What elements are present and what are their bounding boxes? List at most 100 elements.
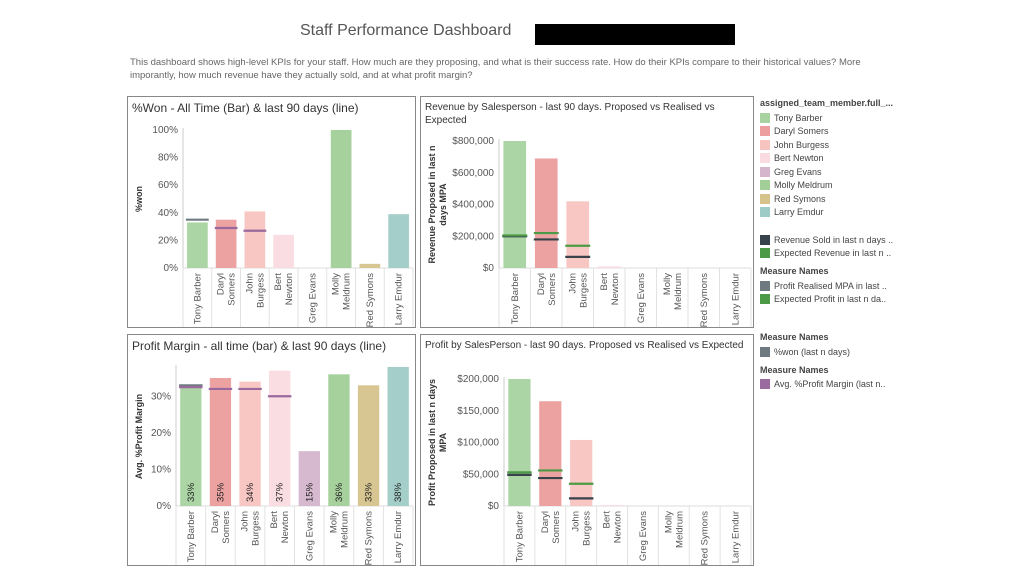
y-tick-label: 20% — [151, 428, 171, 439]
bar-tony-barber[interactable] — [508, 379, 531, 506]
legend-item-expected-profit[interactable]: Expected Profit in last n da.. — [760, 293, 910, 307]
legend-item-member[interactable]: Greg Evans — [760, 165, 910, 179]
legend-item-member[interactable]: Tony Barber — [760, 111, 910, 125]
x-category-label: Larry Emdur — [731, 511, 742, 563]
legend-label: Bert Newton — [774, 153, 824, 164]
bar-larry-emdur[interactable] — [387, 367, 409, 506]
legend-members: Tony Barber Daryl Somers John Burgess Bert … — [760, 111, 910, 219]
legend-item-expected-revenue[interactable]: Expected Revenue in last n .. — [760, 247, 910, 261]
profit-chart[interactable]: Profit Proposed in last n days MPA $0 $50,0… — [421, 335, 753, 565]
legend-measures-3: Avg. %Profit Margin (last n.. — [760, 378, 910, 392]
legend-label: Molly Meldrum — [774, 180, 833, 191]
legend-item-margin-recent[interactable]: Avg. %Profit Margin (last n.. — [760, 378, 910, 392]
legend-item-profit-realised[interactable]: Profit Realised MPA in last .. — [760, 279, 910, 293]
bar-bert-newton[interactable] — [600, 505, 624, 506]
bar-data-label: 33% — [364, 482, 375, 502]
x-category-label: John — [240, 511, 251, 532]
y-tick-label: $400,000 — [452, 200, 494, 211]
x-category-label: John — [244, 273, 255, 294]
x-category-label: Daryl — [540, 511, 551, 533]
x-category-label: Newton — [613, 511, 624, 543]
y-tick-label: $0 — [488, 501, 500, 512]
profit-chart-title: Profit by SalesPerson - last 90 days. Pr… — [425, 340, 744, 351]
legend-item-member[interactable]: Daryl Somers — [760, 125, 910, 139]
x-category-label: Molly — [331, 273, 342, 295]
bar-molly-meldrum[interactable] — [330, 130, 352, 268]
revenue-chart-panel[interactable]: Revenue by Salesperson - last 90 days. P… — [420, 96, 754, 328]
bar-larry-emdur[interactable] — [388, 214, 409, 268]
x-category-label: Larry Emdur — [394, 273, 405, 325]
legend-item-member[interactable]: Larry Emdur — [760, 206, 910, 220]
y-axis-label: MPA — [438, 432, 448, 452]
bar-red-symons[interactable] — [359, 263, 381, 268]
legend-item-won-recent[interactable]: %won (last n days) — [760, 345, 910, 359]
x-category-label: Burgess — [578, 273, 589, 308]
revenue-chart[interactable]: Revenue Proposed in last n days MPA $0 $200… — [421, 97, 753, 327]
bar-john-burgess[interactable] — [239, 381, 261, 506]
redacted-block — [535, 24, 735, 45]
x-category-label: Greg Evans — [304, 511, 315, 561]
x-category-label: Red Symons — [699, 273, 710, 327]
margin-chart-panel[interactable]: Profit Margin - all time (bar) & last 90… — [127, 334, 416, 566]
x-category-label: Daryl — [210, 511, 221, 533]
won-chart-panel[interactable]: %Won - All Time (Bar) & last 90 days (li… — [127, 96, 416, 328]
bar-daryl-somers[interactable] — [539, 401, 562, 506]
bar-tony-barber[interactable] — [180, 385, 202, 506]
legend-item-member[interactable]: Bert Newton — [760, 152, 910, 166]
legend-item-member[interactable]: John Burgess — [760, 138, 910, 152]
y-axis-label: Profit Proposed in last n days — [427, 379, 437, 506]
bar-john-burgess[interactable] — [566, 201, 590, 268]
x-category-label: Tony Barber — [510, 273, 521, 324]
bar-data-label: 38% — [393, 482, 404, 502]
revenue-chart-title: Revenue by Salesperson - last 90 days. P… — [425, 102, 715, 126]
profit-chart-panel[interactable]: Profit by SalesPerson - last 90 days. Pr… — [420, 334, 754, 566]
x-category-label: Molly — [662, 273, 673, 295]
x-category-label: Somers — [547, 273, 558, 306]
bar-tony-barber[interactable] — [503, 141, 527, 268]
bar-tony-barber[interactable] — [187, 222, 208, 268]
y-tick-label: 100% — [152, 125, 178, 136]
y-tick-label: 20% — [158, 235, 178, 246]
legend-swatch — [760, 112, 770, 123]
legend-item-member[interactable]: Molly Meldrum — [760, 179, 910, 193]
x-category-label: Greg Evans — [638, 511, 649, 561]
page-title: Staff Performance Dashboard — [300, 22, 512, 39]
y-tick-label: 0% — [164, 263, 179, 274]
bar-bert-newton[interactable] — [269, 370, 291, 506]
legend-label: Avg. %Profit Margin (last n.. — [774, 379, 886, 390]
margin-chart[interactable]: Avg. %Profit Margin 0% 10% 20% 30% 33% 35% 34% 3… — [128, 335, 415, 565]
bar-daryl-somers[interactable] — [534, 158, 558, 268]
y-axis-label: days MPA — [438, 183, 448, 226]
bar-data-label: 37% — [275, 482, 286, 502]
y-tick-label: $600,000 — [452, 168, 494, 179]
bar-bert-newton[interactable] — [597, 266, 621, 268]
bar-molly-meldrum[interactable] — [328, 374, 350, 506]
x-category-label: Red Symons — [365, 273, 376, 327]
bar-data-label: 15% — [304, 482, 315, 502]
bar-greg-evans[interactable] — [298, 451, 320, 506]
x-category-label: Newton — [280, 511, 291, 543]
x-category-label: Burgess — [255, 273, 266, 308]
bar-daryl-somers[interactable] — [209, 377, 232, 506]
bar-john-burgess[interactable] — [244, 211, 266, 268]
won-chart[interactable]: %won 0% 20% 40% 60% 80% 100% Tony Barber Daryl So… — [128, 97, 415, 327]
bar-data-label: 36% — [334, 482, 345, 502]
x-category-label: Tony Barber — [186, 511, 197, 562]
x-category-label: Meldrum — [674, 511, 685, 548]
x-category-label: Molly — [663, 511, 674, 533]
y-tick-label: 30% — [151, 391, 171, 402]
bar-bert-newton[interactable] — [273, 234, 294, 268]
y-axis-label: Avg. %Profit Margin — [134, 394, 144, 479]
x-category-label: John — [571, 511, 582, 532]
bar-red-symons[interactable] — [357, 385, 380, 506]
x-category-label: Daryl — [536, 273, 547, 295]
bar-john-burgess[interactable] — [570, 439, 593, 506]
bar-daryl-somers[interactable] — [215, 219, 237, 268]
legend-item-revenue-sold[interactable]: Revenue Sold in last n days .. — [760, 233, 910, 247]
x-category-label: Burgess — [251, 511, 262, 546]
legend-swatch — [760, 153, 770, 164]
x-category-label: Daryl — [216, 273, 227, 295]
legend-swatch — [760, 193, 770, 204]
legend-item-member[interactable]: Red Symons — [760, 192, 910, 206]
x-category-label: Burgess — [582, 511, 593, 546]
